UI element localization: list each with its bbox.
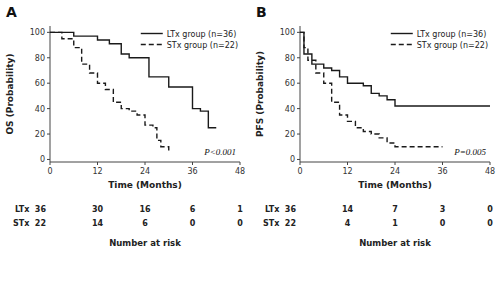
risk-row-label: STx 22 (263, 219, 296, 228)
x-tick (97, 162, 98, 165)
x-tick (240, 162, 241, 165)
risk-count: 0 (237, 219, 243, 228)
survival-line (50, 32, 169, 153)
legend: LTx group (n=36) STx group (n=22) (141, 30, 238, 50)
risk-count: 6 (142, 219, 148, 228)
y-tick-label: 40 (35, 105, 45, 114)
risk-row-label: LTx 36 (265, 205, 297, 214)
y-axis-line (50, 26, 51, 162)
x-tick (50, 162, 51, 165)
y-tick (297, 108, 300, 109)
risk-count: 7 (392, 205, 398, 214)
y-axis-line (300, 26, 301, 162)
y-tick (297, 57, 300, 58)
risk-row-label: LTx 36 (15, 205, 47, 214)
x-tick-label: 48 (235, 167, 245, 176)
x-tick-label: 12 (342, 167, 352, 176)
y-tick-label: 0 (290, 155, 295, 164)
y-tick-label: 20 (35, 130, 45, 139)
y-tick (47, 108, 50, 109)
risk-count: 14 (92, 219, 104, 228)
panel-title: B (256, 4, 267, 20)
y-tick-label: 60 (285, 79, 295, 88)
panel: 020406080100012243648Time (Months)PFS (P… (255, 4, 495, 248)
y-tick-label: 60 (35, 79, 45, 88)
survival-line (300, 32, 490, 106)
risk-count: 0 (487, 219, 493, 228)
legend: LTx group (n=36) STx group (n=22) (391, 30, 488, 50)
y-tick (297, 83, 300, 84)
y-tick (297, 32, 300, 33)
x-axis-label: Time (Months) (108, 180, 182, 190)
y-tick (297, 159, 300, 160)
y-axis-label: OS (Probability) (5, 53, 15, 134)
x-tick (442, 162, 443, 165)
risk-count: 16 (139, 205, 151, 214)
x-tick-label: 0 (47, 167, 52, 176)
risk-count: 3 (440, 205, 446, 214)
legend-label: STx group (n=22) (167, 41, 238, 50)
y-tick-label: 20 (285, 130, 295, 139)
x-tick-label: 36 (437, 167, 447, 176)
legend-label: LTx group (n=36) (417, 30, 487, 39)
risk-count: 0 (487, 205, 493, 214)
risk-title: Number at risk (359, 238, 431, 248)
risk-row-label: STx 22 (13, 219, 46, 228)
y-tick-label: 80 (285, 54, 295, 63)
survival-line (300, 32, 443, 146)
y-tick (47, 32, 50, 33)
risk-count: 1 (237, 205, 243, 214)
x-tick (395, 162, 396, 165)
p-value: P=0.005 (453, 147, 486, 157)
legend-handle (141, 33, 163, 34)
panel-title: A (6, 4, 17, 20)
legend-handle (391, 33, 413, 34)
risk-count: 30 (92, 205, 104, 214)
x-tick (192, 162, 193, 165)
legend-label: LTx group (n=36) (167, 30, 237, 39)
risk-count: 4 (345, 219, 351, 228)
p-value: P<0.001 (203, 147, 236, 157)
x-tick (490, 162, 491, 165)
y-tick-label: 40 (285, 105, 295, 114)
risk-count: 0 (190, 219, 196, 228)
legend-handle (391, 44, 413, 45)
risk-count: 14 (342, 205, 354, 214)
series-group (50, 32, 216, 153)
risk-count: 1 (392, 219, 398, 228)
y-tick (47, 57, 50, 58)
y-tick (297, 134, 300, 135)
x-axis-label: Time (Months) (358, 180, 432, 190)
x-tick-label: 0 (297, 167, 302, 176)
x-tick (300, 162, 301, 165)
risk-count: 0 (440, 219, 446, 228)
y-tick (47, 159, 50, 160)
y-tick (47, 134, 50, 135)
legend-handle (141, 44, 163, 45)
x-tick-label: 12 (92, 167, 102, 176)
x-tick-label: 36 (187, 167, 197, 176)
y-axis-label: PFS (Probability) (255, 51, 265, 137)
legend-label: STx group (n=22) (417, 41, 488, 50)
panel: 020406080100012243648Time (Months)OS (Pr… (5, 4, 245, 248)
x-tick (347, 162, 348, 165)
y-tick-label: 80 (35, 54, 45, 63)
y-tick (47, 83, 50, 84)
figure: 020406080100012243648Time (Months)OS (Pr… (0, 0, 500, 297)
y-tick-label: 0 (40, 155, 45, 164)
y-tick-label: 100 (280, 28, 295, 37)
x-tick-label: 24 (140, 167, 150, 176)
x-tick-label: 24 (390, 167, 400, 176)
y-tick-label: 100 (30, 28, 45, 37)
risk-count: 6 (190, 205, 196, 214)
x-tick-label: 48 (485, 167, 495, 176)
risk-title: Number at risk (109, 238, 181, 248)
series-group (300, 32, 490, 146)
x-tick (145, 162, 146, 165)
